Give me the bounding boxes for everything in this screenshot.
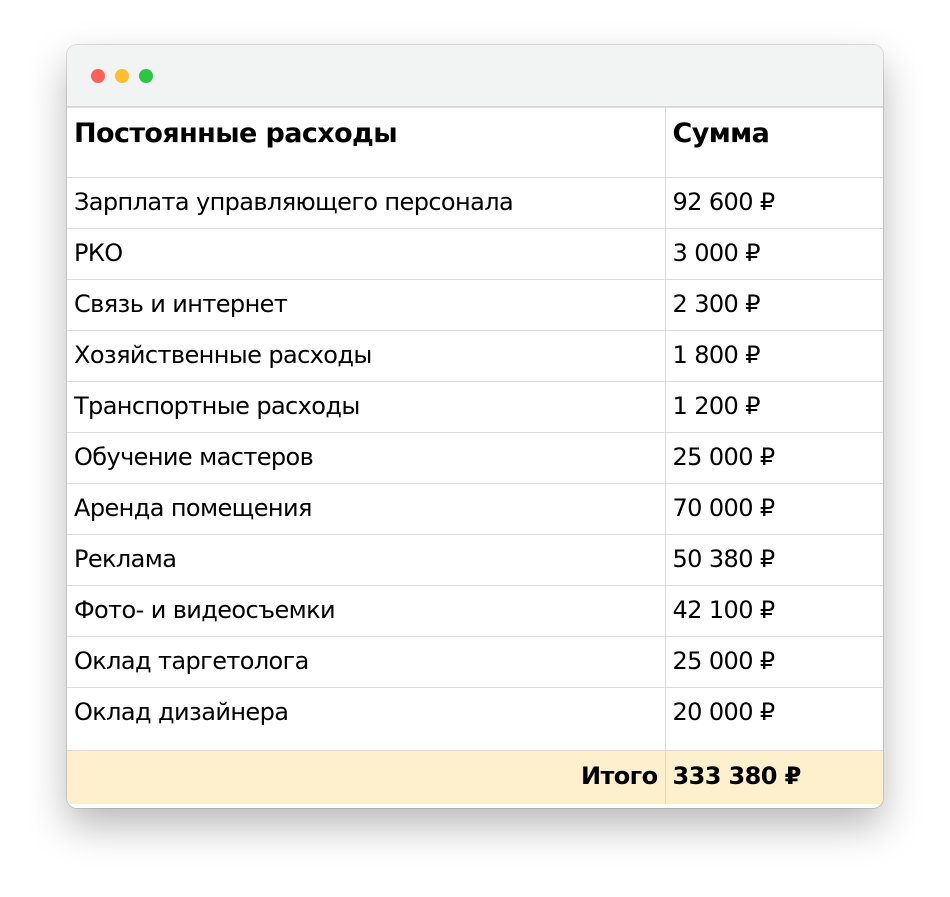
expense-amount-cell: 50 380 ₽ — [664, 534, 883, 586]
expense-name-cell: Связь и интернет — [67, 279, 666, 331]
expense-amount-cell: 92 600 ₽ — [664, 177, 883, 229]
expense-name-cell: РКО — [67, 228, 666, 280]
table-row: Обучение мастеров 25 000 ₽ — [67, 432, 883, 484]
table-row: Фото- и видеосъемки 42 100 ₽ — [67, 585, 883, 637]
expense-amount-cell: 20 000 ₽ — [664, 687, 883, 751]
total-label: Итого — [67, 750, 666, 804]
table-row: Хозяйственные расходы 1 800 ₽ — [67, 330, 883, 382]
expense-amount-cell: 25 000 ₽ — [664, 636, 883, 688]
expense-name-cell: Оклад таргетолога — [67, 636, 666, 688]
expense-amount-cell: 42 100 ₽ — [664, 585, 883, 637]
expense-name-cell: Хозяйственные расходы — [67, 330, 666, 382]
table-row: Реклама 50 380 ₽ — [67, 534, 883, 586]
table-row: Связь и интернет 2 300 ₽ — [67, 279, 883, 331]
expense-amount-cell: 25 000 ₽ — [664, 432, 883, 484]
title-bar — [67, 45, 883, 107]
table-row: Оклад дизайнера 20 000 ₽ — [67, 687, 883, 751]
expense-name-cell: Транспортные расходы — [67, 381, 666, 433]
header-row: Постоянные расходы Сумма — [67, 107, 883, 178]
expense-name-cell: Фото- и видеосъемки — [67, 585, 666, 637]
expense-name-cell: Оклад дизайнера — [67, 687, 666, 751]
app-window: Постоянные расходы Сумма Зарплата управл… — [67, 45, 883, 808]
table-row: Зарплата управляющего персонала 92 600 ₽ — [67, 177, 883, 229]
expense-name-cell: Зарплата управляющего персонала — [67, 177, 666, 229]
header-expenses: Постоянные расходы — [67, 107, 666, 178]
close-window-button[interactable] — [91, 69, 105, 83]
header-amount: Сумма — [664, 107, 883, 178]
expenses-table: Постоянные расходы Сумма Зарплата управл… — [67, 107, 883, 804]
minimize-window-button[interactable] — [115, 69, 129, 83]
total-amount: 333 380 ₽ — [664, 750, 883, 804]
table-row: Транспортные расходы 1 200 ₽ — [67, 381, 883, 433]
table-row: РКО 3 000 ₽ — [67, 228, 883, 280]
expense-name-cell: Реклама — [67, 534, 666, 586]
expense-amount-cell: 2 300 ₽ — [664, 279, 883, 331]
table-row: Аренда помещения 70 000 ₽ — [67, 483, 883, 535]
expense-amount-cell: 1 200 ₽ — [664, 381, 883, 433]
table-row: Оклад таргетолога 25 000 ₽ — [67, 636, 883, 688]
expense-amount-cell: 3 000 ₽ — [664, 228, 883, 280]
expense-name-cell: Аренда помещения — [67, 483, 666, 535]
total-row: Итого 333 380 ₽ — [67, 750, 883, 804]
maximize-window-button[interactable] — [139, 69, 153, 83]
expense-amount-cell: 70 000 ₽ — [664, 483, 883, 535]
expense-amount-cell: 1 800 ₽ — [664, 330, 883, 382]
expense-name-cell: Обучение мастеров — [67, 432, 666, 484]
